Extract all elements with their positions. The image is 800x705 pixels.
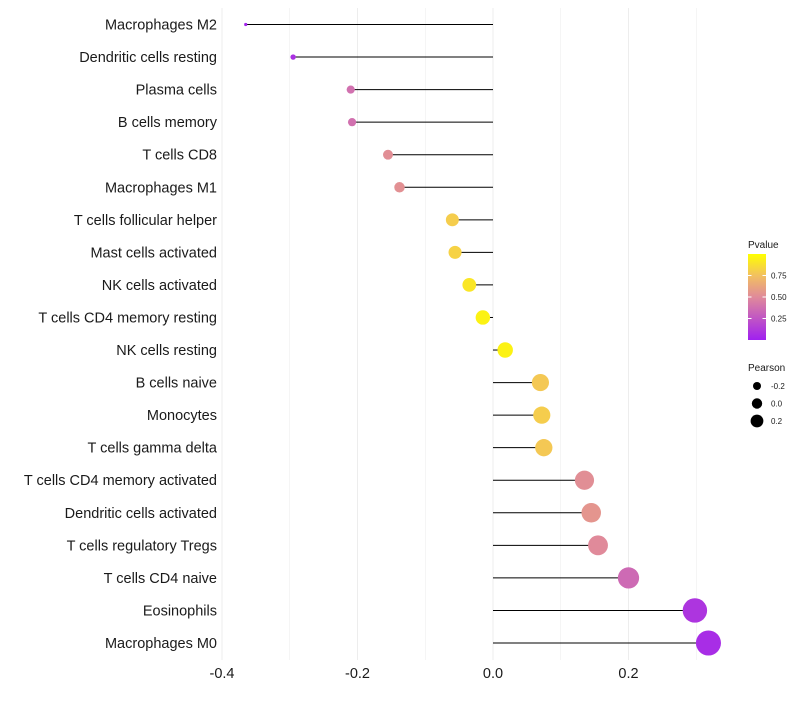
pearson-legend-dot [751,398,763,409]
category-label: Macrophages M0 [105,636,217,652]
category-label: T cells CD4 memory resting [38,310,217,326]
category-label: Macrophages M2 [105,18,217,34]
category-label: T cells gamma delta [88,441,218,457]
category-label: NK cells resting [116,343,217,359]
lollipop-point [535,439,553,457]
x-axis-ticks: -0.4 -0.2 0.0 0.2 [210,666,639,682]
pvalue-tick-label: 0.75 [771,272,787,281]
lollipop-point [383,149,393,160]
category-label: Dendritic cells activated [65,506,217,522]
category-label: B cells naive [136,376,217,392]
category-labels: Macrophages M2 Dendritic cells resting Pla… [24,18,218,653]
pearson-legend-label: 0.0 [771,400,783,409]
lollipop-point [574,470,595,490]
x-tick-label: 0.0 [483,666,503,682]
category-label: Plasma cells [136,83,217,99]
lollipop-point [617,567,640,589]
x-tick-label: -0.4 [210,666,235,682]
pearson-legend-dot [750,414,764,428]
lollipop-point [290,54,296,60]
pvalue-legend: Pvalue 0.75 0.50 0.25 [748,240,787,340]
lollipop-point [531,374,549,392]
category-label: Dendritic cells resting [79,50,217,66]
lollipop-point [445,213,459,227]
category-label: Mast cells activated [90,245,217,261]
lollipop-point [581,503,601,523]
category-label: T cells CD4 memory activated [24,473,217,489]
lollipop-point [682,598,708,623]
category-label: T cells regulatory Tregs [67,538,217,554]
lollipop-point [695,630,721,656]
pearson-legend-dot [753,382,761,390]
category-label: NK cells activated [102,278,217,294]
category-label: T cells CD8 [142,148,217,164]
category-label: Eosinophils [143,603,217,619]
pvalue-tick-label: 0.50 [771,293,787,302]
point-layer [244,22,721,656]
lollipop-point [475,310,491,325]
lollipop-point [394,182,405,193]
category-label: Macrophages M1 [105,180,217,196]
pvalue-tick-label: 0.25 [771,315,787,324]
category-label: Monocytes [147,408,217,424]
pearson-legend-title: Pearson [748,363,785,374]
x-tick-label: -0.2 [345,666,370,682]
category-label: B cells memory [118,115,218,131]
category-label: T cells follicular helper [74,213,217,229]
lollipop-point [497,342,513,358]
pvalue-legend-title: Pvalue [748,240,779,251]
grid-layer [221,8,697,660]
pearson-legend-label: 0.2 [771,417,783,426]
x-tick-label: 0.2 [618,666,638,682]
lollipop-point [346,85,355,94]
category-label: T cells CD4 naive [104,571,217,587]
lollipop-point [533,406,551,424]
lollipop-point [588,535,608,556]
lollipop-point [448,245,462,259]
lollipop-point [244,22,248,27]
lollipop-point [462,278,477,292]
pearson-legend: Pearson -0.2 0.0 0.2 [748,363,785,428]
pvalue-colorbar [748,254,766,340]
stem-layer [245,24,709,644]
pearson-legend-label: -0.2 [771,382,785,391]
lollipop-point [347,118,357,127]
